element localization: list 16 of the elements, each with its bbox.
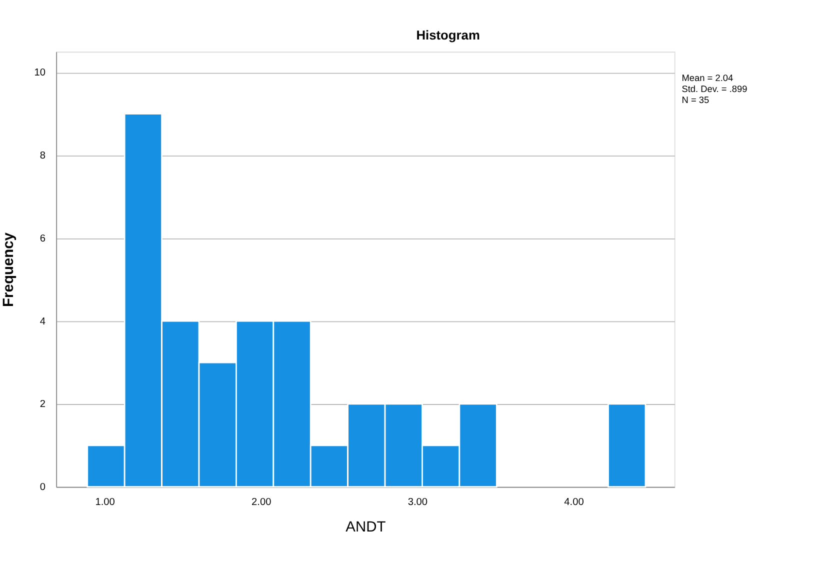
y-tick-label: 0 xyxy=(40,482,46,494)
y-tick-label: 4 xyxy=(40,316,46,328)
x-tick-label: 1.00 xyxy=(95,496,116,508)
text: N = 35 xyxy=(682,95,710,106)
text: Mean = 2.04 xyxy=(682,73,734,84)
y-tick-label: 8 xyxy=(40,150,46,162)
y-axis-title: Frequency xyxy=(1,232,18,307)
text: Std. Dev. = .899 xyxy=(682,84,748,94)
x-tick-label: 4.00 xyxy=(564,496,584,508)
x-axis-title: ANDT xyxy=(346,519,386,536)
chart-title: Histogram xyxy=(416,28,480,43)
y-tick-label: 6 xyxy=(40,233,46,244)
y-tick-label: 10 xyxy=(34,68,46,79)
y-tick-label: 2 xyxy=(40,399,46,410)
x-tick-label: 2.00 xyxy=(252,496,272,508)
x-tick-label: 3.00 xyxy=(408,496,428,508)
